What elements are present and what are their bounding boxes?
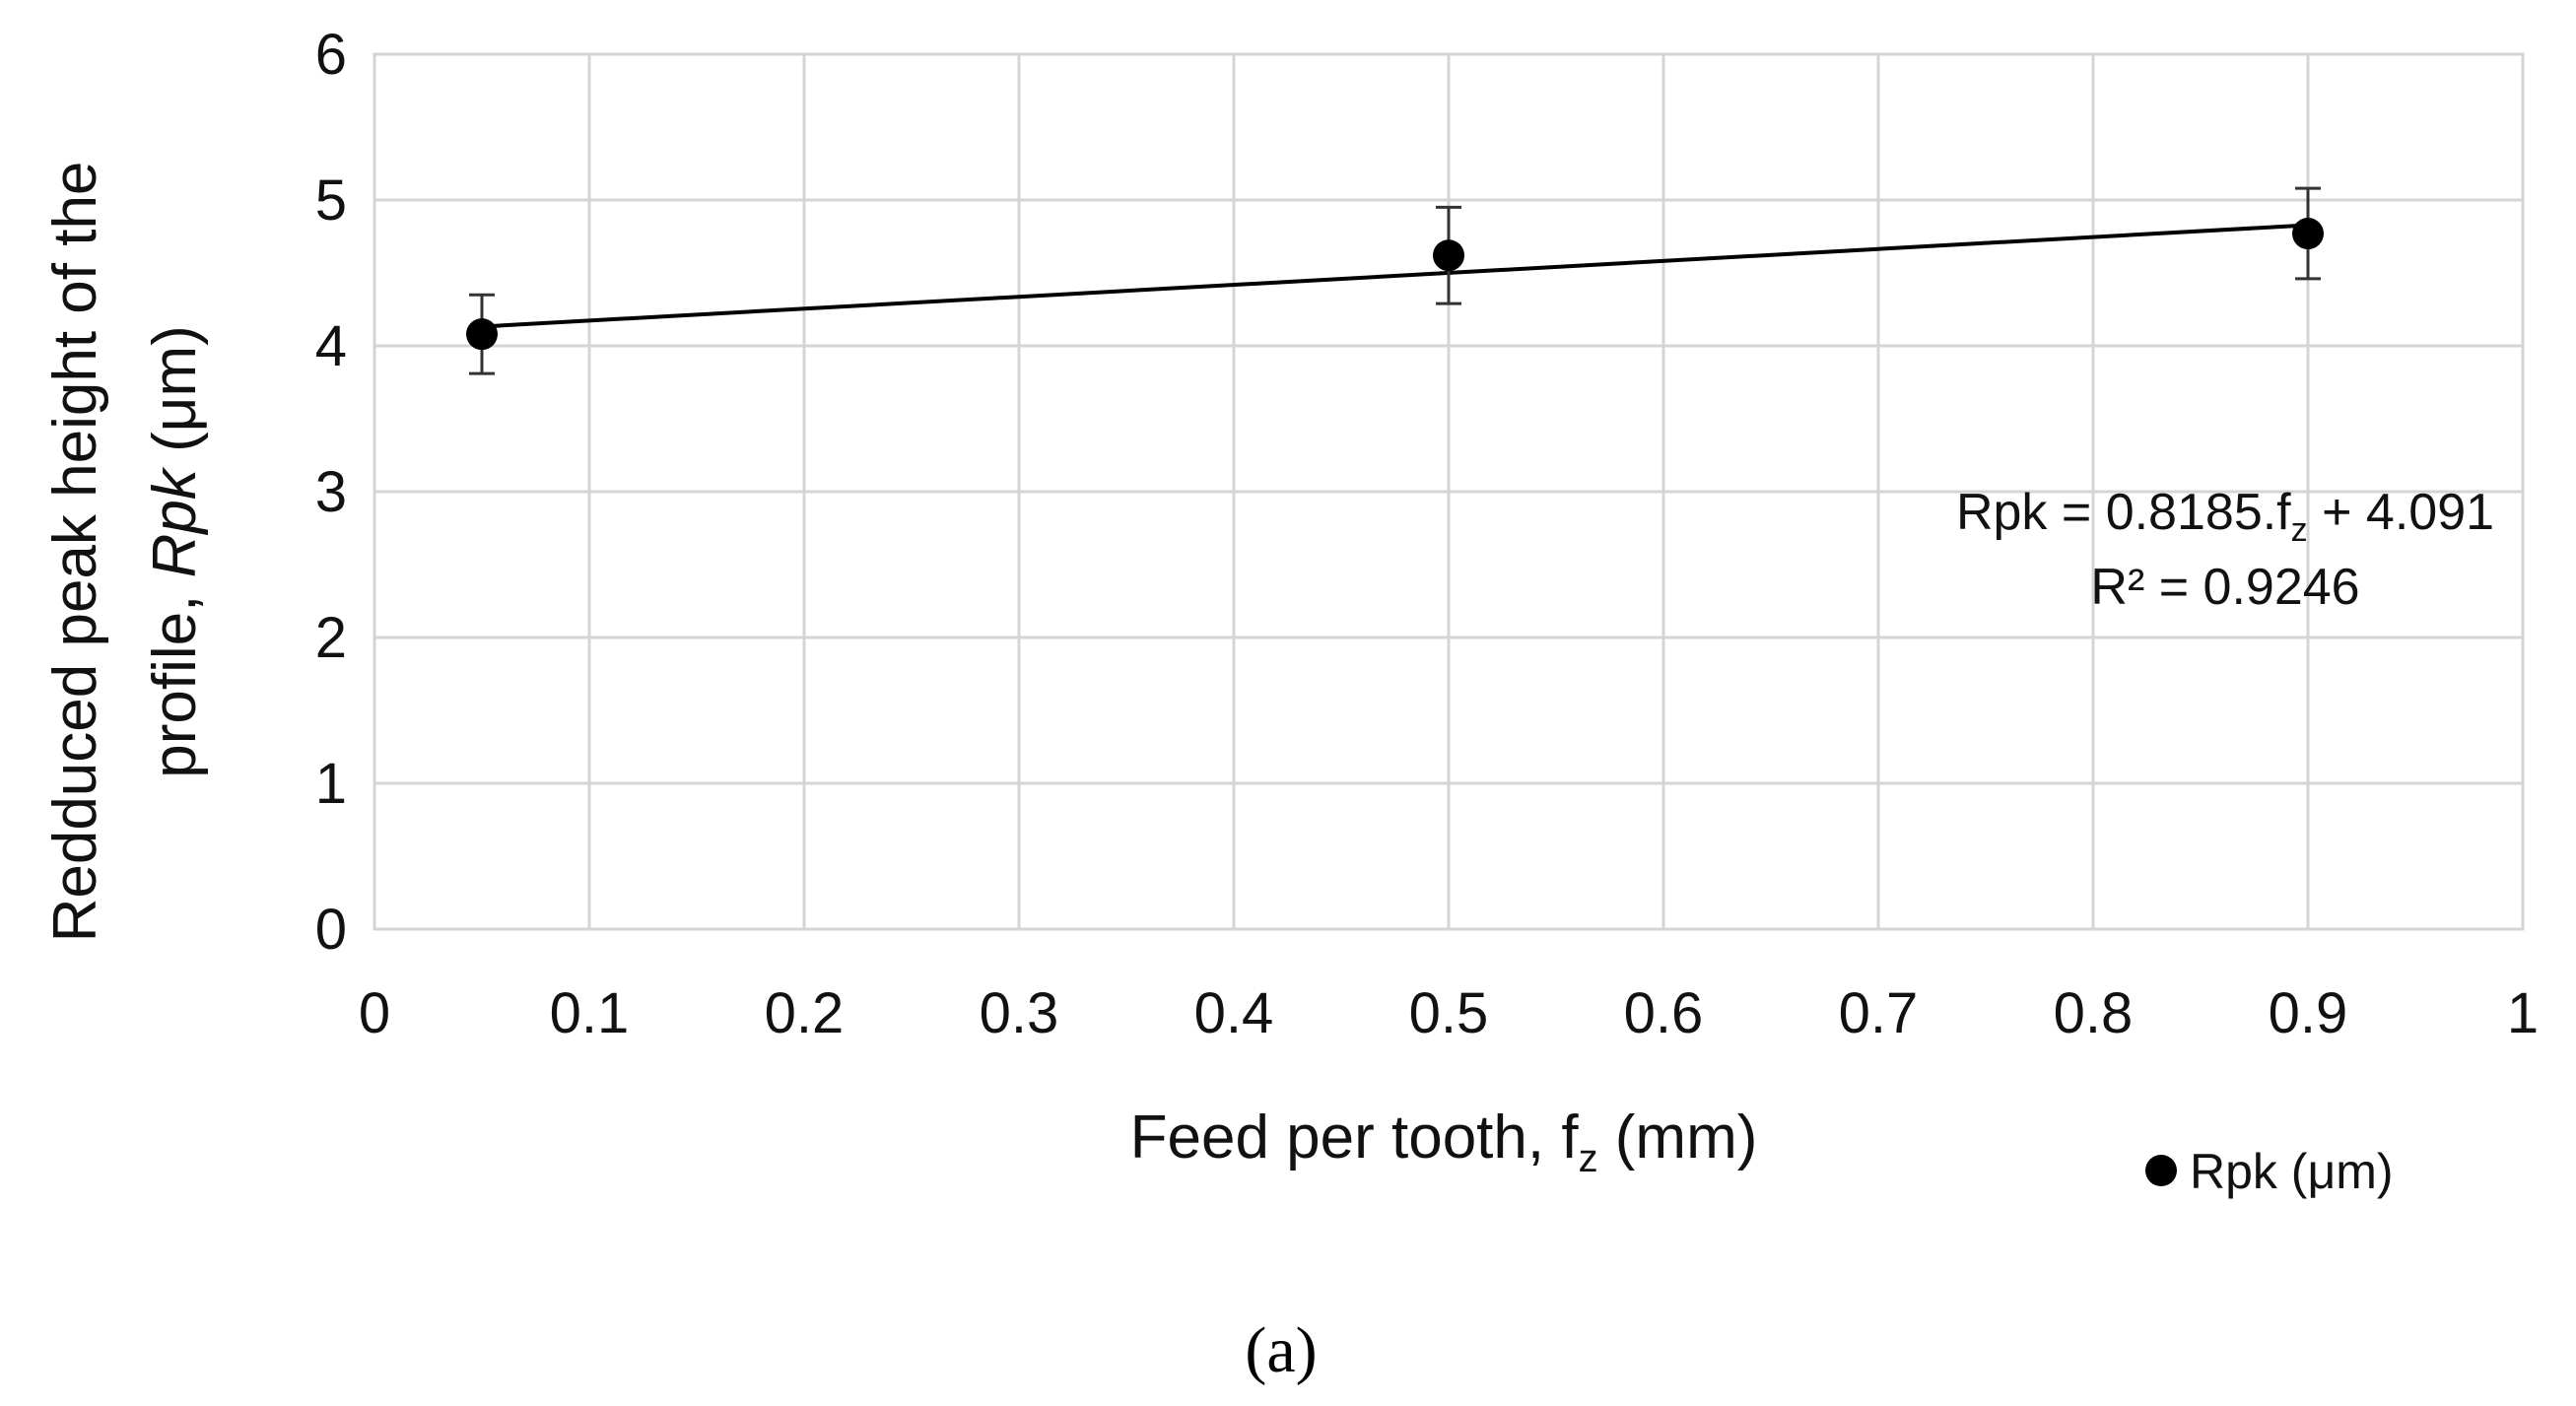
x-tick-label: 0.5	[1409, 981, 1489, 1045]
x-tick-label: 0.6	[1624, 981, 1704, 1045]
y-axis-title-line2: profile, Rpk (μm)	[141, 325, 209, 777]
x-tick-label: 1	[2507, 981, 2539, 1045]
data-point	[2292, 218, 2324, 250]
y-tick-label: 0	[315, 898, 347, 962]
y-tick-label: 2	[315, 606, 347, 670]
x-tick-label: 0.9	[2269, 981, 2348, 1045]
r-squared: R² = 0.9246	[2090, 559, 2359, 616]
data-point	[1433, 239, 1464, 272]
x-tick-labels: 0 0.1 0.2 0.3 0.4 0.5 0.6 0.7 0.8 0.9 1	[359, 981, 2539, 1045]
x-tick-label: 0.7	[1839, 981, 1919, 1045]
trendline-equation: Rpk = 0.8185.fz + 4.091	[1956, 484, 2494, 549]
x-tick-label: 0.4	[1194, 981, 1274, 1045]
legend-marker	[2145, 1155, 2177, 1186]
legend-label: Rpk (μm)	[2190, 1144, 2394, 1199]
y-tick-label: 3	[315, 460, 347, 524]
y-axis-title-plain: profile,	[141, 577, 209, 777]
y-tick-label: 4	[315, 314, 347, 378]
data-points	[466, 186, 2324, 375]
figure-caption: (a)	[1245, 1314, 1317, 1386]
x-axis-title: Feed per tooth, fz (mm)	[1130, 1104, 1758, 1180]
x-tick-label: 0.8	[2054, 981, 2134, 1045]
x-axis-title-rest: (mm)	[1598, 1104, 1758, 1172]
equation-subscript: z	[2291, 511, 2308, 549]
x-tick-label: 0.3	[980, 981, 1059, 1045]
x-axis-title-main: Feed per tooth, f	[1130, 1104, 1580, 1172]
y-tick-label: 5	[315, 168, 347, 233]
x-axis-title-subscript: z	[1579, 1137, 1598, 1180]
x-tick-label: 0.2	[765, 981, 845, 1045]
equation-main: Rpk = 0.8185.f	[1956, 484, 2291, 541]
y-tick-label: 6	[315, 23, 347, 87]
equation-rest: + 4.091	[2308, 484, 2494, 541]
x-tick-label: 0.1	[550, 981, 630, 1045]
data-point	[466, 318, 498, 351]
y-axis-title-italic: Rpk	[141, 466, 209, 577]
y-tick-labels: 0 1 2 3 4 5 6	[315, 23, 347, 962]
plot-frame	[373, 52, 2525, 931]
y-axis-title-line1: Redduced peak height of the	[41, 162, 109, 943]
y-tick-label: 1	[315, 752, 347, 816]
trendline	[481, 223, 2309, 329]
legend: Rpk (μm)	[2145, 1144, 2394, 1199]
x-tick-label: 0	[359, 981, 390, 1045]
y-axis-title-rest: (μm)	[141, 325, 209, 469]
